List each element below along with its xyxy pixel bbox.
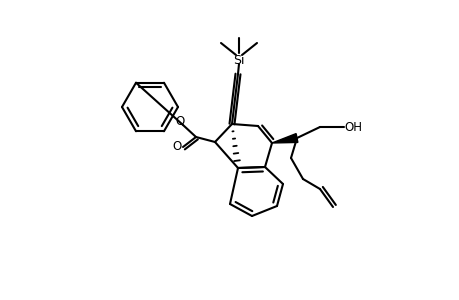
Text: O: O	[175, 115, 184, 128]
Text: O: O	[172, 140, 181, 152]
Text: Si: Si	[233, 53, 244, 67]
Text: OH: OH	[343, 121, 361, 134]
Polygon shape	[271, 134, 297, 143]
